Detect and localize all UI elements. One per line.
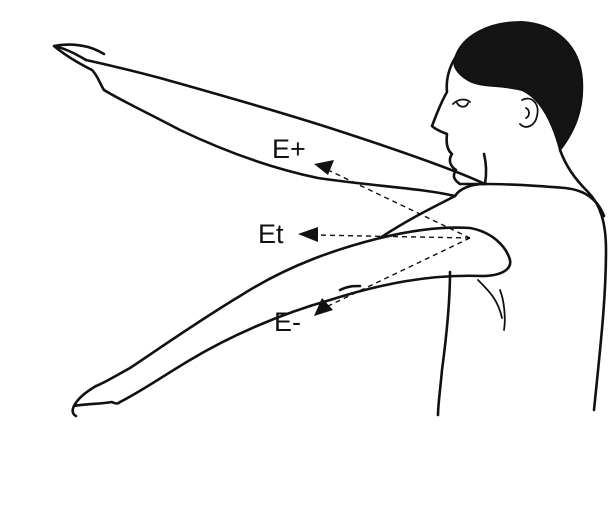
- neck-back: [558, 148, 590, 194]
- upper-hand: [52, 43, 106, 92]
- back-contour: [586, 190, 608, 412]
- deltoid-edge: [378, 194, 457, 240]
- shoulder-outline: [453, 182, 606, 218]
- arrow-e-t-line: [313, 234, 471, 239]
- lower-hand: [71, 384, 122, 418]
- elbow-crease: [338, 284, 362, 292]
- torso-front: [436, 270, 452, 417]
- upper-arm-bottom-edge: [102, 88, 457, 198]
- lower-arm-bottom-edge: [118, 274, 484, 404]
- face-profile: [430, 56, 487, 186]
- label-e-minus: E-: [274, 307, 301, 337]
- arrow-e-t-head: [298, 227, 318, 242]
- label-e-plus: E+: [272, 134, 306, 164]
- upper-arm-top-edge: [84, 58, 487, 186]
- eye: [452, 98, 471, 108]
- ear: [519, 97, 539, 128]
- arrow-e-plus-head: [314, 160, 334, 175]
- neck-front: [482, 152, 488, 186]
- arrow-e-minus-head: [314, 298, 333, 316]
- chest-detail: [499, 289, 506, 331]
- lower-arm-top-edge: [94, 236, 382, 388]
- hair: [453, 20, 584, 153]
- label-e-t: Et: [258, 219, 284, 249]
- biceps-line: [378, 226, 512, 278]
- armpit-line: [477, 279, 503, 319]
